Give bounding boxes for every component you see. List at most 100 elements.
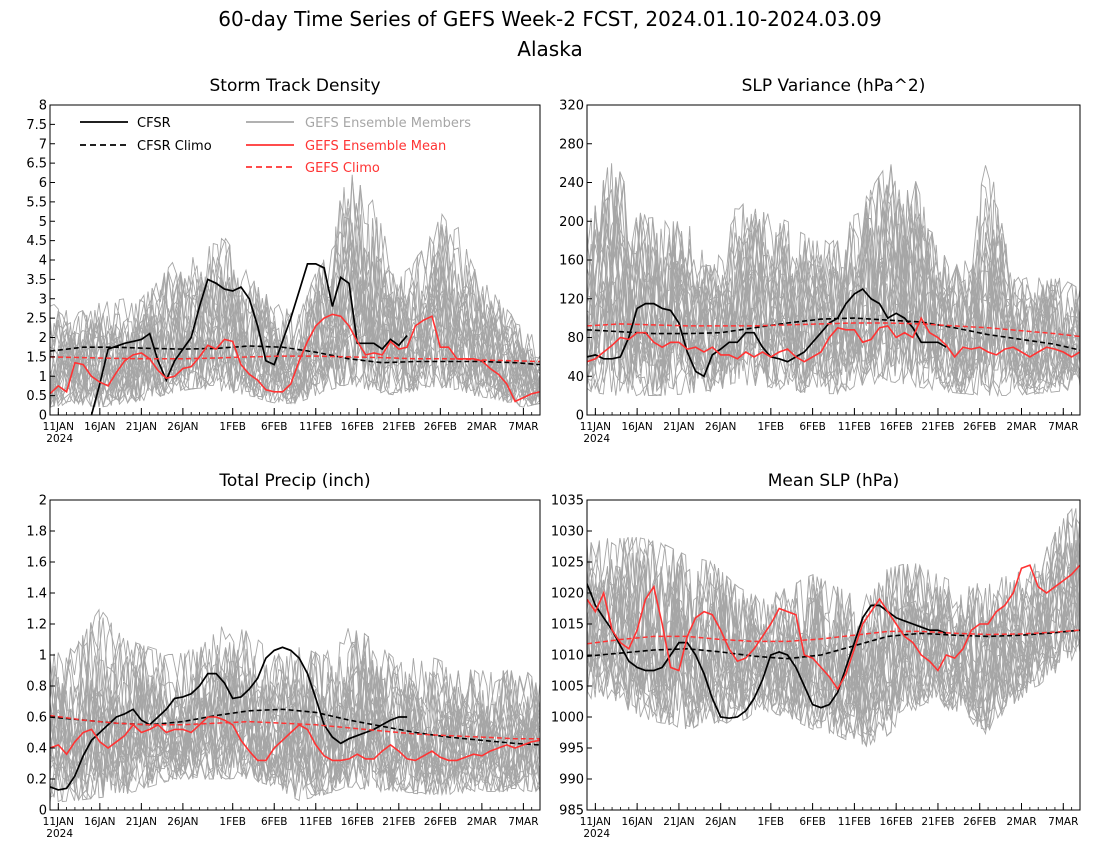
- plot-area: [587, 507, 1080, 748]
- x-tick-label: 21FEB: [382, 421, 415, 433]
- x-tick-label: 16FEB: [341, 421, 374, 433]
- series-cfsr: [90, 263, 408, 415]
- y-tick-label: 0.8: [26, 680, 47, 695]
- chart-panels: Storm Track Density 0 0.5 1 1.5 2 2.5 3 3.5 4 4.5 5…: [26, 76, 1081, 840]
- y-tick-label: 1025: [551, 556, 584, 571]
- y-tick-label: 1000: [551, 711, 584, 726]
- chart-panel-3: Total Precip (inch) 0 0.2 0.4 0.6 0.8 1 1.2 1.4 1…: [26, 471, 541, 840]
- plot-area: [50, 174, 540, 415]
- y-tick-label: 2: [39, 494, 47, 509]
- ensemble-member-line: [587, 513, 1080, 716]
- x-tick-label: 21JAN: [126, 421, 157, 433]
- ensemble-member-line: [587, 203, 1080, 393]
- x-tick-label: 26FEB: [424, 816, 457, 828]
- x-tick-label: 11FEB: [299, 816, 332, 828]
- ensemble-member-line: [50, 674, 540, 800]
- x-tick-label: 16JAN: [84, 816, 115, 828]
- panel-title: Mean SLP (hPa): [768, 471, 900, 491]
- panel-title: Storm Track Density: [209, 76, 380, 96]
- x-tick-label: 1FEB: [758, 421, 785, 433]
- x-tick-label: 21FEB: [921, 421, 954, 433]
- x-tick-label: 7MAR: [1048, 421, 1078, 433]
- x-tick-label: 1FEB: [219, 816, 246, 828]
- y-tick-label: 80: [567, 331, 584, 346]
- legend-label: GEFS Ensemble Members: [305, 116, 471, 131]
- x-tick-label: 26FEB: [424, 421, 457, 433]
- ensemble-member-line: [587, 537, 1080, 727]
- y-tick-label: 160: [559, 254, 584, 269]
- series-cfsr-climo: [50, 345, 540, 366]
- chart-panel-1: Storm Track Density 0 0.5 1 1.5 2 2.5 3 3.5 4 4.5 5…: [26, 76, 541, 445]
- series-cfsr: [50, 646, 408, 791]
- x-tick-label: 7MAR: [508, 816, 538, 828]
- x-tick-label: 7MAR: [508, 421, 538, 433]
- series-gefs-climo: [50, 714, 540, 740]
- x-year-label: 2024: [583, 828, 610, 840]
- y-tick-label: 1: [39, 649, 47, 664]
- x-tick-label: 26JAN: [705, 421, 736, 433]
- y-tick-label: 40: [567, 370, 584, 385]
- x-tick-label: 2MAR: [1006, 421, 1036, 433]
- x-tick-label: 11JAN: [580, 816, 611, 828]
- y-tick-label: 0.4: [26, 742, 47, 757]
- ensemble-member-line: [587, 543, 1080, 728]
- ensemble-member-line: [587, 507, 1080, 734]
- y-tick-label: 5.5: [26, 195, 47, 210]
- y-tick-label: 1.5: [26, 350, 47, 365]
- y-tick-label: 7.5: [26, 118, 47, 133]
- ensemble-member-line: [587, 250, 1080, 396]
- ensemble-member-line: [587, 164, 1080, 387]
- x-tick-label: 16FEB: [880, 421, 913, 433]
- x-tick-label: 2MAR: [467, 816, 497, 828]
- y-tick-label: 1005: [551, 680, 584, 695]
- legend: CFSR CFSR Climo GEFS Ensemble Members GEFS …: [80, 116, 471, 176]
- x-tick-label: 11JAN: [43, 421, 74, 433]
- y-tick-label: 4: [39, 254, 47, 269]
- x-tick-label: 16JAN: [84, 421, 115, 433]
- y-tick-label: 0: [39, 409, 47, 424]
- legend-label: GEFS Climo: [305, 161, 380, 176]
- series-gefs-ensemble-mean: [50, 716, 540, 762]
- x-year-label: 2024: [583, 433, 610, 445]
- y-tick-label: 8: [39, 99, 47, 114]
- plot-area: [587, 163, 1080, 398]
- y-tick-label: 1030: [551, 525, 584, 540]
- x-tick-label: 11FEB: [838, 421, 871, 433]
- chart-panel-2: SLP Variance (hPa^2) 0 40 80 120 160 200 240 280…: [559, 76, 1081, 445]
- y-tick-label: 3: [39, 292, 47, 307]
- series-gefs-climo: [587, 322, 1080, 338]
- figure-title: 60-day Time Series of GEFS Week-2 FCST, …: [218, 7, 881, 31]
- ensemble-member-line: [50, 617, 540, 799]
- y-tick-label: 0.5: [26, 389, 47, 404]
- series-cfsr: [587, 288, 947, 378]
- x-tick-label: 16FEB: [341, 816, 374, 828]
- x-tick-label: 2MAR: [467, 421, 497, 433]
- y-tick-label: 1035: [551, 494, 584, 509]
- y-tick-label: 5: [39, 215, 47, 230]
- x-tick-label: 6FEB: [261, 816, 288, 828]
- y-tick-label: 280: [559, 137, 584, 152]
- y-tick-label: 995: [559, 742, 584, 757]
- legend-label: CFSR: [137, 116, 171, 131]
- ensemble-member-line: [50, 184, 540, 399]
- x-tick-label: 21JAN: [126, 816, 157, 828]
- x-tick-label: 21JAN: [663, 816, 694, 828]
- x-tick-label: 6FEB: [261, 421, 288, 433]
- x-tick-label: 11FEB: [838, 816, 871, 828]
- series-gefs-ensemble-mean: [587, 316, 1080, 363]
- ensemble-member-line: [587, 189, 1080, 386]
- y-tick-label: 1020: [551, 587, 584, 602]
- y-tick-label: 1.2: [26, 618, 47, 633]
- ensemble-member-line: [50, 678, 540, 801]
- x-tick-label: 1FEB: [758, 816, 785, 828]
- x-tick-label: 21FEB: [921, 816, 954, 828]
- x-tick-label: 26JAN: [705, 816, 736, 828]
- x-tick-label: 21FEB: [382, 816, 415, 828]
- ensemble-member-line: [587, 537, 1080, 721]
- chart-panel-4: Mean SLP (hPa) 985 990 995 1000 1005 1010 1015 1…: [551, 471, 1081, 840]
- y-tick-label: 1010: [551, 649, 584, 664]
- x-year-label: 2024: [46, 433, 73, 445]
- ensemble-member-line: [50, 660, 540, 801]
- ensemble-member-line: [587, 175, 1080, 387]
